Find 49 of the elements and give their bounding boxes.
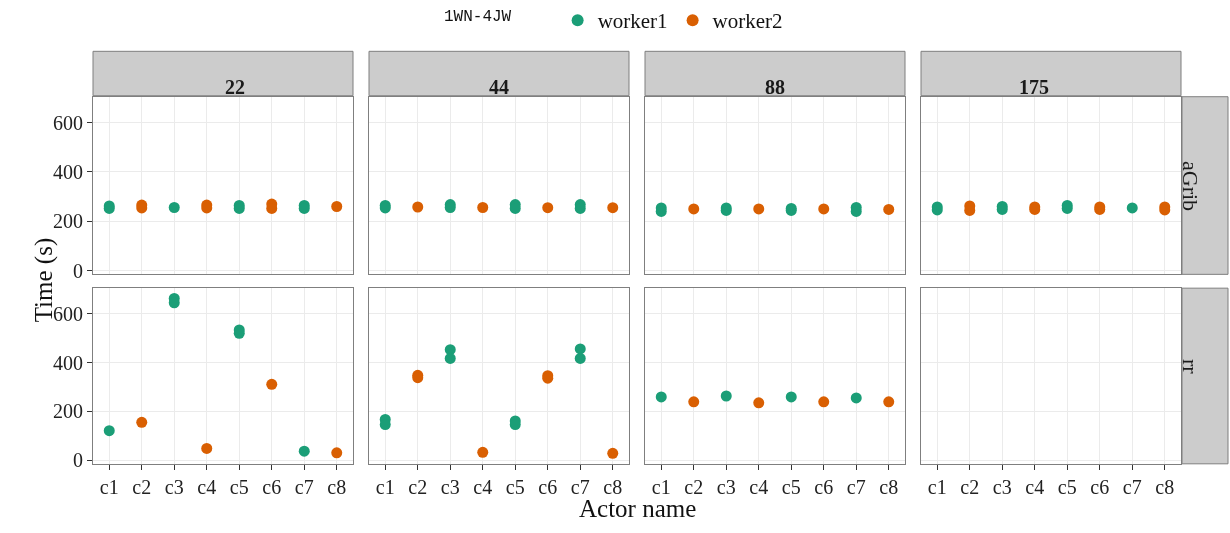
x-tick-label: c8 bbox=[603, 475, 623, 498]
y-tick-label: 200 bbox=[53, 210, 83, 233]
y-tick-label: 0 bbox=[73, 259, 83, 282]
x-tick-label: c4 bbox=[197, 475, 217, 498]
x-tick-label: c5 bbox=[229, 475, 249, 498]
x-tick-label: c7 bbox=[846, 475, 866, 498]
chart-title: 44 bbox=[489, 76, 509, 98]
chart-title: 175 bbox=[1019, 76, 1049, 98]
x-tick-label: c4 bbox=[1025, 475, 1045, 498]
x-tick-label: c6 bbox=[1090, 475, 1110, 498]
x-tick-label: c7 bbox=[294, 475, 314, 498]
legend-title: 1WN-4JW bbox=[444, 7, 550, 26]
y-tick-label: 600 bbox=[53, 111, 83, 134]
x-tick-label: c8 bbox=[327, 475, 347, 498]
chart-title: 88 bbox=[765, 76, 785, 98]
x-tick-label: c3 bbox=[716, 475, 736, 498]
x-tick-label: c3 bbox=[992, 475, 1012, 498]
y-tick-label: 200 bbox=[53, 400, 83, 423]
text: rr bbox=[1178, 359, 1203, 375]
text: aGrib bbox=[1178, 161, 1204, 212]
x-tick-label: c1 bbox=[651, 475, 671, 498]
x-tick-label: c4 bbox=[473, 475, 493, 498]
x-tick-label: c2 bbox=[408, 475, 428, 498]
x-tick-label: c5 bbox=[505, 475, 525, 498]
chart-title: 22 bbox=[225, 76, 245, 98]
x-tick-label: c6 bbox=[538, 475, 558, 498]
x-tick-label: c2 bbox=[132, 475, 152, 498]
x-tick-label: c7 bbox=[570, 475, 590, 498]
x-tick-label: c1 bbox=[927, 475, 947, 498]
x-tick-label: c6 bbox=[262, 475, 282, 498]
y-tick-label: 0 bbox=[73, 449, 83, 472]
x-tick-label: c2 bbox=[684, 475, 704, 498]
x-tick-label: c6 bbox=[814, 475, 834, 498]
x-tick-label: c1 bbox=[99, 475, 119, 498]
legend-label: worker2 bbox=[712, 9, 783, 34]
x-tick-label: c8 bbox=[879, 475, 899, 498]
y-tick-label: 400 bbox=[53, 160, 83, 183]
x-tick-label: c1 bbox=[375, 475, 395, 498]
x-tick-label: c4 bbox=[749, 475, 769, 498]
y-tick-label: 400 bbox=[53, 351, 83, 374]
x-tick-label: c5 bbox=[781, 475, 801, 498]
x-tick-label: c5 bbox=[1057, 475, 1077, 498]
legend-label: worker1 bbox=[597, 9, 668, 34]
x-tick-label: c7 bbox=[1122, 475, 1142, 498]
x-tick-label: c8 bbox=[1155, 475, 1175, 498]
x-tick-label: c3 bbox=[440, 475, 460, 498]
x-tick-label: c2 bbox=[960, 475, 980, 498]
x-axis-title: Actor name bbox=[579, 495, 697, 522]
x-tick-label: c3 bbox=[164, 475, 184, 498]
